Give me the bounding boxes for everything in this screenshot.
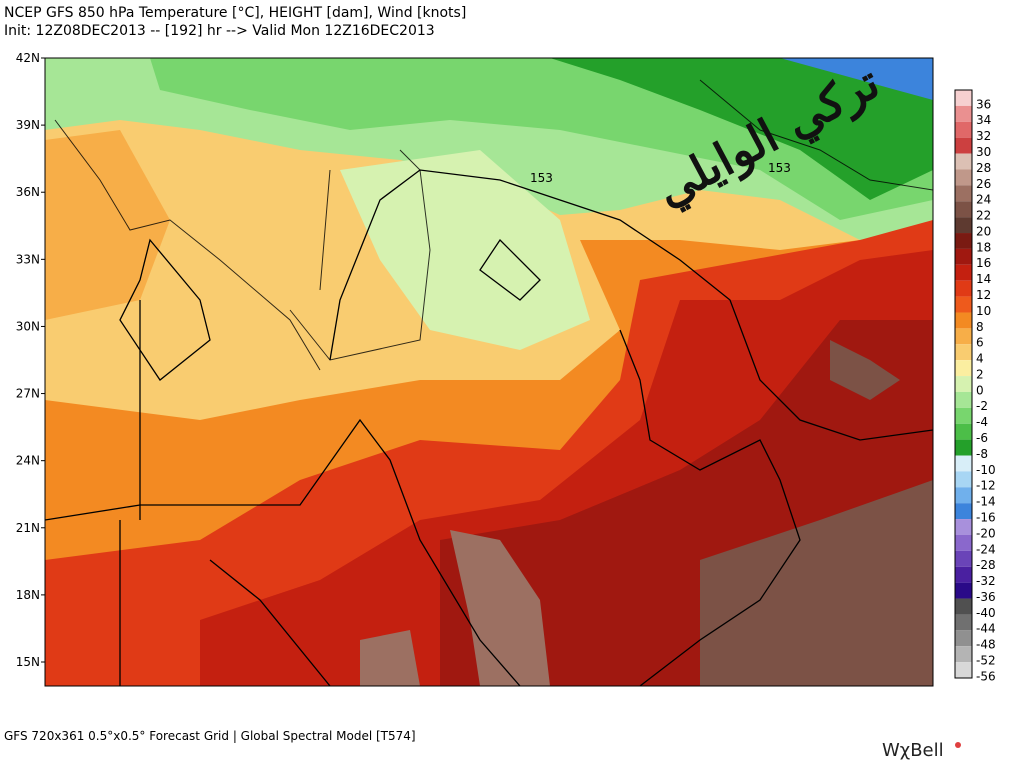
contour-label: 153	[768, 161, 791, 175]
subtitle: Init: 12Z08DEC2013 -- [192] hr --> Valid…	[4, 23, 435, 39]
colorbar-cell	[955, 630, 972, 647]
latitude-label: 24N	[16, 454, 40, 468]
contour-label: 153	[530, 171, 553, 185]
colorbar-cell	[955, 248, 972, 265]
colorbar-label: 16	[976, 256, 991, 270]
latitude-label: 42N	[16, 51, 40, 65]
colorbar-cell	[955, 534, 972, 551]
colorbar-label: -8	[976, 447, 988, 461]
colorbar-cell	[955, 646, 972, 663]
colorbar-label: -24	[976, 542, 996, 556]
colorbar-cell	[955, 201, 972, 218]
colorbar-cell	[955, 598, 972, 615]
colorbar-label: 24	[976, 193, 991, 207]
colorbar-label: 36	[976, 97, 991, 111]
colorbar-label: 10	[976, 304, 991, 318]
colorbar-cell	[955, 280, 972, 297]
colorbar-label: -4	[976, 415, 988, 429]
colorbar-label: 8	[976, 320, 984, 334]
colorbar-cell	[955, 662, 972, 678]
colorbar-cell	[955, 550, 972, 567]
colorbar-label: 28	[976, 161, 991, 175]
logo-dot	[955, 742, 961, 748]
colorbar-label: -28	[976, 558, 996, 572]
latitude-label: 30N	[16, 319, 40, 333]
colorbar-frame	[954, 89, 973, 679]
colorbar-cell	[955, 391, 972, 408]
colorbar-label: -16	[976, 510, 996, 524]
latitude-label: 33N	[16, 252, 40, 266]
colorbar-cell	[955, 423, 972, 440]
colorbar-cell	[955, 153, 972, 170]
colorbar-label: 20	[976, 224, 991, 238]
latitude-label: 36N	[16, 185, 40, 199]
colorbar-cell	[955, 90, 972, 106]
colorbar-label: -14	[976, 495, 996, 509]
colorbar-cell	[955, 360, 972, 377]
latitude-label: 15N	[16, 655, 40, 669]
latitude-label: 21N	[16, 521, 40, 535]
colorbar-label: -2	[976, 399, 988, 413]
map-frame	[44, 57, 934, 687]
colorbar-cell	[955, 566, 972, 583]
colorbar-label: 30	[976, 145, 991, 159]
colorbar-cell	[955, 503, 972, 520]
colorbar-cell	[955, 455, 972, 472]
colorbar-label: -36	[976, 590, 996, 604]
colorbar-cell	[955, 233, 972, 249]
colorbar-label: 26	[976, 177, 991, 191]
colorbar-label: 18	[976, 240, 991, 254]
colorbar-cell	[955, 137, 972, 154]
colorbar-cell	[955, 105, 972, 122]
colorbar-cell	[955, 614, 972, 631]
footer: GFS 720x361 0.5°x0.5° Forecast Grid | Gl…	[4, 729, 416, 743]
colorbar-label: 12	[976, 288, 991, 302]
colorbar-label: -20	[976, 526, 996, 540]
colorbar-label: 2	[976, 367, 984, 381]
colorbar-cell	[955, 487, 972, 504]
title: NCEP GFS 850 hPa Temperature [°C], HEIGH…	[4, 5, 466, 21]
colorbar-cell	[955, 264, 972, 281]
latitude-label: 18N	[16, 588, 40, 602]
colorbar-label: -32	[976, 574, 996, 588]
colorbar-label: 4	[976, 352, 984, 366]
colorbar-cell	[955, 439, 972, 456]
latitude-label: 39N	[16, 118, 40, 132]
colorbar-label: -44	[976, 622, 996, 636]
colorbar-label: -10	[976, 463, 996, 477]
colorbar-cell	[955, 185, 972, 202]
colorbar-label: 34	[976, 113, 991, 127]
latitude-label: 27N	[16, 387, 40, 401]
colorbar-label: 32	[976, 129, 991, 143]
colorbar-cell	[955, 121, 972, 138]
colorbar-label: -40	[976, 606, 996, 620]
colorbar-label: -52	[976, 654, 996, 668]
colorbar-cell	[955, 328, 972, 345]
colorbar-label: 14	[976, 272, 991, 286]
colorbar-cell	[955, 312, 972, 329]
colorbar-cell	[955, 169, 972, 186]
colorbar-cell	[955, 376, 972, 392]
colorbar-cell	[955, 519, 972, 535]
colorbar-label: -56	[976, 669, 996, 683]
colorbar-cell	[955, 582, 972, 599]
colorbar-label: -12	[976, 479, 996, 493]
map	[45, 58, 933, 686]
colorbar-cell	[955, 471, 972, 488]
colorbar-cell	[955, 217, 972, 234]
colorbar-label: 6	[976, 336, 984, 350]
colorbar-label: -6	[976, 431, 988, 445]
colorbar-cell	[955, 407, 972, 424]
colorbar-label: -48	[976, 638, 996, 652]
logo: WχBell	[882, 740, 944, 761]
colorbar-cell	[955, 344, 972, 361]
colorbar-cell	[955, 296, 972, 313]
colorbar-label: 22	[976, 209, 991, 223]
colorbar-label: 0	[976, 383, 984, 397]
